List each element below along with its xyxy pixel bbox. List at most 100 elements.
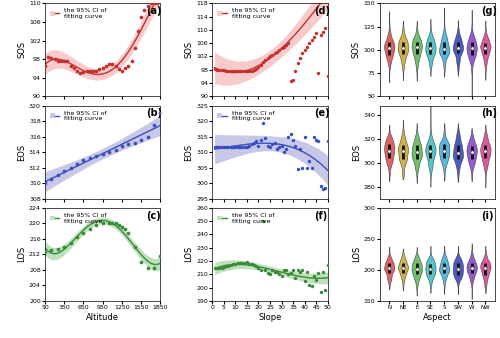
Point	[220, 68, 228, 73]
Point	[268, 142, 276, 147]
Point	[305, 159, 313, 164]
Point	[112, 64, 120, 69]
Point	[224, 68, 232, 74]
Legend: the 95% CI of
fitting curve: the 95% CI of fitting curve	[48, 109, 109, 123]
Point	[236, 260, 244, 266]
Point	[130, 244, 138, 249]
Point	[118, 68, 126, 73]
Point	[73, 234, 81, 240]
Point	[312, 30, 320, 36]
Point	[440, 266, 448, 271]
Y-axis label: EOS: EOS	[17, 144, 26, 161]
Point	[215, 265, 223, 270]
Legend: the 95% CI of
fitting curve: the 95% CI of fitting curve	[216, 6, 276, 21]
X-axis label: Altitude: Altitude	[86, 313, 119, 322]
Point	[468, 265, 475, 271]
Point	[294, 268, 302, 273]
Point	[257, 137, 265, 142]
Point	[287, 79, 295, 84]
Point	[312, 277, 320, 283]
Point	[218, 265, 226, 270]
Point	[73, 161, 81, 166]
Point	[468, 149, 475, 154]
Point	[252, 66, 260, 72]
Point	[80, 157, 88, 163]
Point	[112, 221, 120, 226]
Point	[292, 143, 300, 149]
Point	[89, 68, 97, 73]
Point	[248, 262, 256, 267]
Point	[412, 150, 420, 155]
Y-axis label: SOS: SOS	[184, 41, 194, 58]
Point	[385, 45, 393, 51]
Point	[298, 267, 306, 272]
Point	[275, 47, 283, 52]
Point	[144, 3, 152, 8]
Point	[319, 270, 327, 275]
Point	[317, 184, 325, 189]
Point	[264, 55, 272, 61]
Point	[300, 278, 308, 284]
Point	[60, 244, 68, 249]
Point	[140, 8, 148, 13]
Point	[454, 266, 462, 272]
Point	[96, 67, 104, 72]
Point	[259, 120, 267, 125]
Point	[308, 283, 316, 288]
Point	[213, 265, 221, 270]
Point	[76, 70, 84, 76]
Point	[270, 269, 278, 274]
Point	[303, 165, 311, 170]
Point	[86, 155, 94, 161]
Point	[224, 263, 232, 268]
Point	[150, 1, 158, 6]
Point	[266, 54, 274, 59]
Point	[64, 59, 72, 64]
Point	[218, 68, 226, 73]
Text: (h): (h)	[481, 108, 497, 118]
Y-axis label: EOS: EOS	[184, 144, 194, 161]
Point	[294, 166, 302, 172]
Point	[245, 69, 253, 74]
Text: (e): (e)	[314, 108, 330, 118]
Point	[238, 145, 246, 150]
Point	[60, 169, 68, 174]
Point	[73, 68, 81, 73]
Point	[275, 145, 283, 150]
Point	[150, 265, 158, 271]
Point	[250, 68, 258, 73]
Point	[124, 142, 132, 147]
Point	[215, 67, 223, 72]
Point	[303, 44, 311, 49]
Point	[137, 259, 145, 265]
Point	[54, 173, 62, 178]
Point	[243, 260, 251, 265]
Point	[314, 270, 322, 275]
Point	[243, 144, 251, 149]
Point	[66, 240, 74, 245]
Point	[310, 273, 318, 279]
Text: (f): (f)	[314, 211, 327, 221]
Point	[310, 34, 318, 39]
Point	[224, 145, 232, 150]
Point	[245, 143, 253, 149]
Text: (b): (b)	[146, 108, 162, 118]
Point	[468, 46, 475, 51]
Y-axis label: LOS: LOS	[17, 246, 26, 263]
Point	[105, 149, 113, 155]
Point	[240, 260, 248, 266]
Point	[156, 254, 164, 259]
Point	[399, 148, 407, 154]
Point	[278, 273, 285, 278]
Point	[262, 58, 270, 63]
Point	[280, 149, 288, 155]
Point	[312, 137, 320, 142]
Point	[292, 69, 300, 74]
Point	[144, 265, 152, 271]
Y-axis label: LOS: LOS	[352, 246, 361, 263]
Point	[147, 1, 155, 6]
Point	[248, 142, 256, 147]
Point	[440, 46, 448, 51]
Point	[314, 139, 322, 144]
Point	[118, 143, 126, 149]
